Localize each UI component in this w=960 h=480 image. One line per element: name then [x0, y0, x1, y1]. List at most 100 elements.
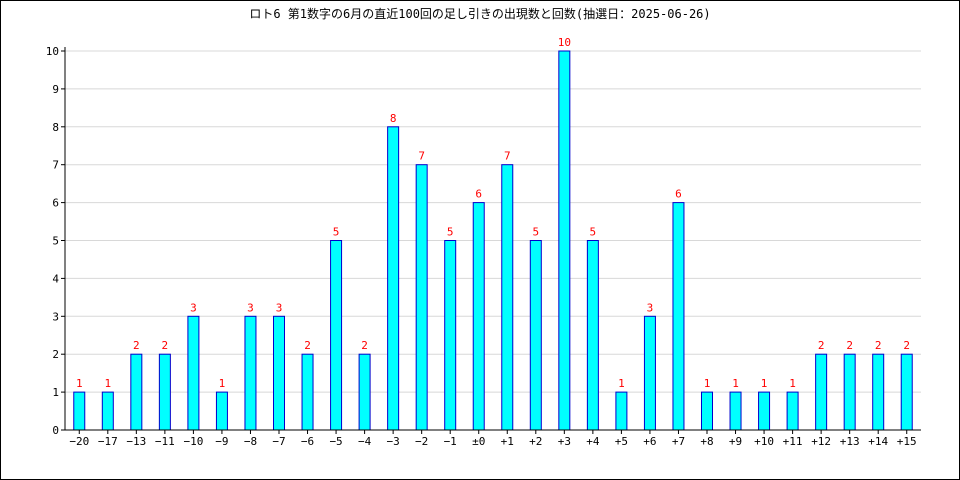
x-tick-label: +9 — [729, 435, 742, 448]
data-label: 1 — [761, 377, 768, 390]
x-tick-label: −1 — [444, 435, 457, 448]
bar — [187, 315, 200, 431]
x-tick-label: +3 — [558, 435, 571, 448]
data-label: 3 — [276, 301, 283, 314]
data-label: 2 — [903, 339, 910, 352]
data-label: 2 — [304, 339, 311, 352]
data-label: 10 — [558, 36, 571, 49]
y-tick-label: 5 — [52, 235, 59, 248]
y-tick-label: 2 — [52, 348, 59, 361]
bar — [672, 202, 685, 431]
data-label: 2 — [818, 339, 825, 352]
bar — [843, 353, 856, 431]
data-label: 1 — [76, 377, 83, 390]
bar — [472, 202, 485, 431]
x-tick-label: −13 — [126, 435, 146, 448]
x-tick-label: +2 — [529, 435, 542, 448]
y-tick-label: 9 — [52, 83, 59, 96]
data-label: 1 — [789, 377, 796, 390]
data-label: 7 — [418, 150, 425, 163]
bars — [73, 50, 913, 431]
x-tick-label: −6 — [301, 435, 314, 448]
data-label: 1 — [219, 377, 226, 390]
data-label: 1 — [618, 377, 625, 390]
y-tick-label: 7 — [52, 159, 59, 172]
x-tick-label: +10 — [754, 435, 774, 448]
bar — [158, 353, 171, 431]
bar — [615, 391, 628, 431]
data-label: 6 — [675, 188, 682, 201]
x-tick-label: +1 — [501, 435, 514, 448]
data-label: 2 — [846, 339, 853, 352]
bar — [244, 315, 257, 431]
bar — [358, 353, 371, 431]
data-label: 1 — [732, 377, 739, 390]
axes — [61, 47, 921, 434]
data-label: 5 — [447, 226, 454, 239]
x-tick-label: −4 — [358, 435, 372, 448]
y-tick-label: 3 — [52, 310, 59, 323]
x-tick-label: −9 — [215, 435, 228, 448]
bar — [758, 391, 771, 431]
bar — [444, 240, 457, 431]
grid-lines — [65, 50, 921, 393]
x-tick-label: −7 — [272, 435, 285, 448]
x-tick-label: +15 — [897, 435, 917, 448]
y-tick-label: 0 — [52, 424, 59, 437]
bar — [815, 353, 828, 431]
x-tick-label: +14 — [868, 435, 888, 448]
bar — [786, 391, 799, 431]
x-tick-label: −20 — [69, 435, 89, 448]
bar — [558, 50, 571, 431]
data-label: 5 — [590, 226, 597, 239]
data-label: 5 — [333, 226, 340, 239]
data-label: 2 — [361, 339, 368, 352]
y-tick-label: 4 — [52, 272, 59, 285]
data-label: 5 — [532, 226, 539, 239]
data-label: 3 — [647, 301, 654, 314]
data-label: 8 — [390, 112, 397, 125]
bar — [900, 353, 913, 431]
data-label: 3 — [247, 301, 254, 314]
y-tick-label: 8 — [52, 121, 59, 134]
x-tick-label: −5 — [329, 435, 342, 448]
bar — [101, 391, 114, 431]
x-tick-label: +5 — [615, 435, 628, 448]
bar — [501, 164, 514, 431]
bar — [586, 240, 599, 431]
y-tick-label: 10 — [46, 45, 59, 58]
bar — [130, 353, 143, 431]
x-tick-label: +7 — [672, 435, 685, 448]
bar — [643, 315, 656, 431]
data-label: 7 — [504, 150, 511, 163]
data-label: 1 — [704, 377, 711, 390]
data-label: 6 — [475, 188, 482, 201]
bar — [215, 391, 228, 431]
bar — [529, 240, 542, 431]
x-tick-label: −2 — [415, 435, 428, 448]
bar — [415, 164, 428, 431]
x-tick-label: +12 — [811, 435, 831, 448]
x-tick-label: −8 — [244, 435, 257, 448]
data-label: 2 — [162, 339, 169, 352]
chart-title: ロト6 第1数字の6月の直近100回の足し引きの出現数と回数(抽選日：2025-… — [249, 7, 711, 21]
x-tick-label: −10 — [183, 435, 203, 448]
x-tick-label: −11 — [155, 435, 175, 448]
bar — [701, 391, 713, 431]
bar — [273, 315, 285, 431]
data-label: 2 — [875, 339, 882, 352]
x-tick-label: −17 — [98, 435, 118, 448]
y-tick-label: 1 — [52, 386, 59, 399]
y-tick-label: 6 — [52, 197, 59, 210]
x-tick-label: −3 — [387, 435, 400, 448]
x-tick-label: +6 — [643, 435, 656, 448]
bar — [330, 240, 343, 431]
labels: 0123456789101−201−172−132−113−101−93−83−… — [46, 36, 917, 448]
x-tick-label: +11 — [783, 435, 803, 448]
bar — [73, 391, 86, 431]
data-label: 1 — [104, 377, 111, 390]
data-label: 3 — [190, 301, 197, 314]
x-tick-label: ±0 — [472, 435, 485, 448]
